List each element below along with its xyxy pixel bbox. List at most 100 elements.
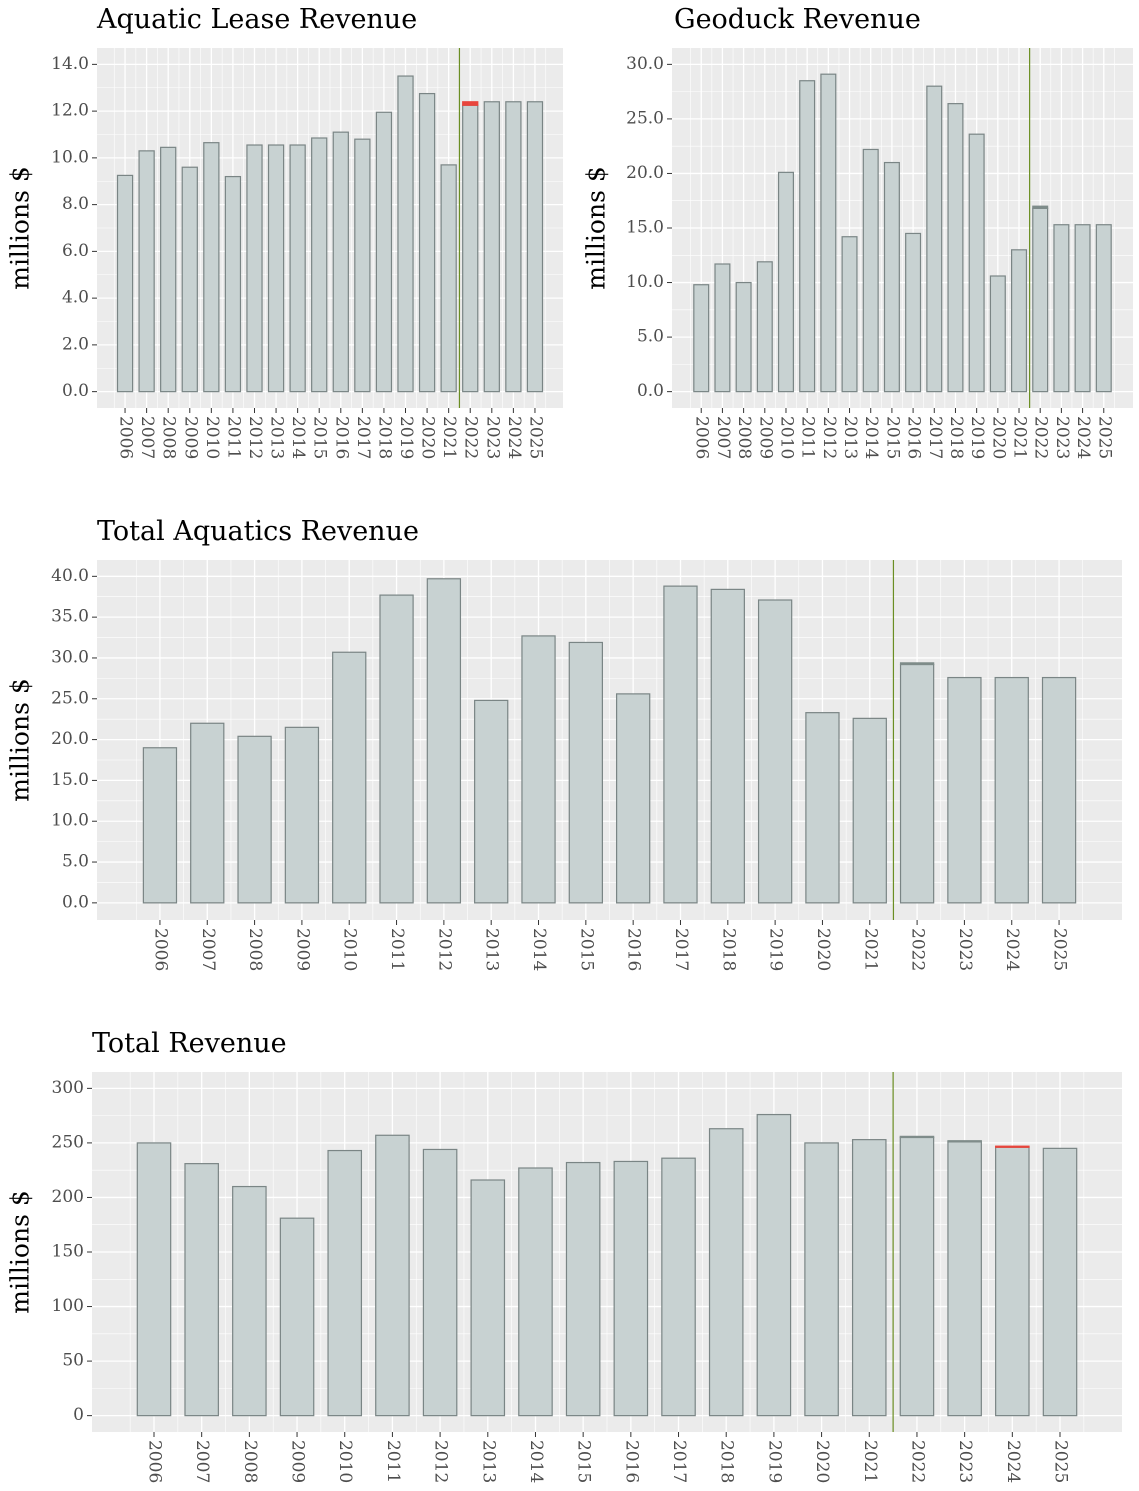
x-tick-label: 2013 [267,416,287,459]
y-tick-label: 150 [52,1242,84,1262]
y-tick-label: 14.0 [51,54,89,74]
x-tick-label: 2009 [180,416,200,459]
bar [661,1157,696,1417]
x-tick-label: 2015 [574,1440,594,1483]
x-tick-label: 2007 [137,416,157,459]
x-tick-label: 2021 [860,928,880,971]
bar [232,1185,267,1417]
chart-title: Total Aquatics Revenue [97,516,419,547]
bar [311,137,328,393]
x-tick-label: 2012 [431,1440,451,1483]
bar [989,275,1006,393]
y-tick-label: 300 [52,1078,84,1098]
bar [332,651,367,904]
x-tick-label: 2019 [764,1440,784,1483]
bar [926,85,943,393]
bar [1011,249,1028,393]
bar [190,722,225,904]
x-tick-label: 2008 [734,416,754,459]
y-tick-label: 5.0 [62,852,89,872]
bar [708,1128,744,1417]
bar [947,103,964,393]
y-tick-label: 0.0 [62,381,89,401]
x-tick-label: 2024 [1002,928,1022,971]
x-tick-label: 2011 [387,928,407,971]
y-tick-label: 0.0 [62,892,89,912]
x-tick-label: 2018 [374,416,394,459]
x-tick-label: 2020 [418,416,438,459]
bar [379,594,414,904]
x-tick-label: 2018 [946,416,966,459]
bar [799,80,816,393]
bar [289,144,306,393]
bar [757,599,793,904]
x-tick-label: 2012 [245,416,265,459]
chart-title: Total Revenue [92,1028,287,1059]
bar [267,144,285,393]
bar [852,717,887,904]
x-tick-label: 2007 [198,928,218,971]
bar [947,676,982,904]
bar [995,1145,1030,1148]
y-tick-label: 35.0 [51,607,89,627]
bar [851,1139,887,1417]
y-tick-label: 12.0 [51,101,89,121]
x-tick-label: 2009 [755,416,775,459]
bar [899,1135,935,1139]
x-tick-label: 2019 [766,928,786,971]
bar [203,142,220,393]
bar [526,101,544,393]
bar [1074,224,1091,393]
bar [805,712,840,904]
bar [418,92,436,393]
bar [426,578,462,904]
bar [947,1140,982,1143]
y-tick-label: 10.0 [51,811,89,831]
x-tick-label: 2008 [245,928,265,971]
y-axis-label: millions $ [6,1190,35,1314]
bar [138,150,155,393]
bar [899,662,935,666]
bar [462,104,479,393]
x-tick-label: 2011 [383,1440,403,1483]
x-tick-label: 2014 [861,416,881,459]
chart-title: Geoduck Revenue [674,4,921,35]
x-tick-label: 2016 [621,1440,641,1483]
bar [613,1160,649,1417]
bar [397,75,414,393]
bar [841,236,858,393]
bar [521,635,556,904]
x-tick-label: 2014 [288,416,308,459]
y-tick-label: 30.0 [51,647,89,667]
x-tick-label: 2014 [526,1440,546,1483]
y-tick-label: 10.0 [626,272,664,292]
x-tick-label: 2022 [461,416,481,459]
bar [375,1134,410,1417]
x-tick-label: 2022 [1031,416,1051,459]
x-tick-label: 2020 [988,416,1008,459]
x-tick-label: 2017 [669,1440,689,1483]
bar [1053,224,1070,393]
bar [284,726,320,904]
chart-title: Aquatic Lease Revenue [96,4,417,35]
x-tick-label: 2014 [529,928,549,971]
bar [735,281,752,393]
x-tick-label: 2017 [925,416,945,459]
bar [1042,1147,1078,1417]
bar [995,1146,1030,1417]
bar [1095,224,1112,393]
x-tick-label: 2011 [223,416,243,459]
bar [470,1179,506,1417]
x-tick-label: 2008 [159,416,179,459]
bar [947,1141,982,1417]
bar [1032,205,1049,209]
x-tick-label: 2024 [1073,416,1093,459]
x-tick-label: 2019 [396,416,416,459]
bar [237,735,272,904]
bar [756,1113,792,1417]
x-tick-label: 2017 [353,416,373,459]
y-tick-label: 50 [62,1351,84,1371]
bar [474,699,509,904]
bar [136,1142,172,1417]
y-tick-label: 0 [73,1405,84,1425]
